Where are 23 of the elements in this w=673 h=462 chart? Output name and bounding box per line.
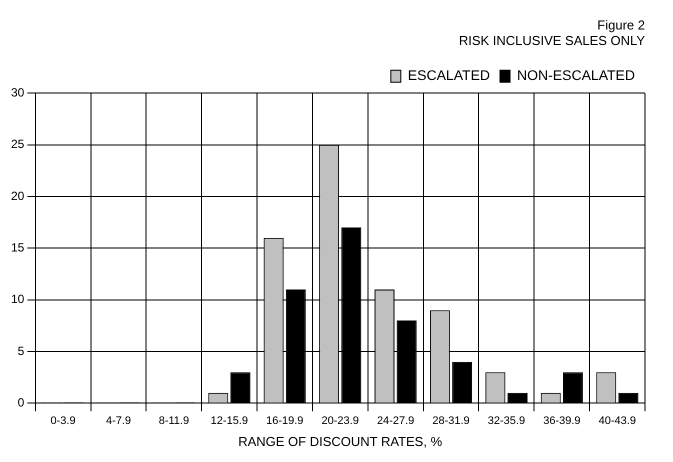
x-tick-label: 4-7.9 — [106, 414, 132, 427]
legend-label: NON-ESCALATED — [517, 67, 636, 84]
x-tick-label: 24-27.9 — [376, 414, 414, 427]
x-tick-label: 40-43.9 — [598, 414, 636, 427]
text: RISK INCLUSIVE SALES ONLY — [458, 32, 645, 48]
x-tick-label: 28-31.9 — [432, 414, 470, 427]
x-tick-label: 8-11.9 — [158, 414, 190, 427]
y-tick-label: 30 — [10, 86, 25, 100]
y-tick-label: 5 — [18, 344, 25, 358]
x-tick-label: 36-39.9 — [543, 414, 581, 427]
y-tick-label: 15 — [10, 240, 25, 255]
y-tick-label: 25 — [10, 137, 25, 152]
legend-label: ESCALATED — [408, 67, 490, 84]
x-tick-label: 16-19.9 — [266, 414, 304, 427]
y-tick-label: 20 — [10, 188, 25, 203]
y-tick-label: 10 — [10, 292, 25, 306]
text: Figure 2 — [597, 17, 645, 32]
y-tick-label: 0 — [18, 396, 25, 410]
x-tick-label: 0-3.9 — [50, 414, 76, 427]
x-tick-label: 32-35.9 — [488, 414, 526, 427]
x-axis-title: RANGE OF DISCOUNT RATES, % — [238, 434, 443, 449]
x-tick-label: 20-23.9 — [322, 414, 359, 427]
x-tick-label: 12-15.9 — [210, 414, 248, 427]
